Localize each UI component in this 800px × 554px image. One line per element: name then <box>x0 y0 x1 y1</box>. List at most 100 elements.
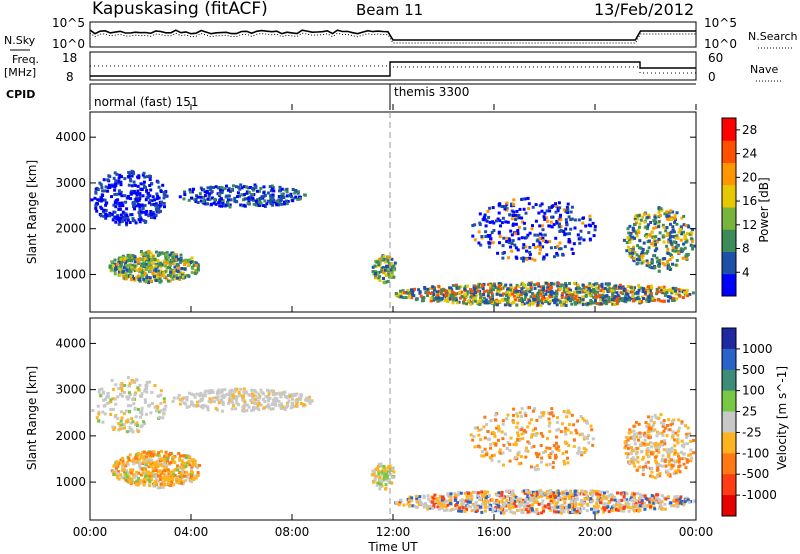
power-cell <box>119 180 123 184</box>
velocity-cell <box>291 397 294 401</box>
power-cell <box>628 224 632 228</box>
power-cell <box>593 228 597 232</box>
power-cell <box>117 266 121 269</box>
power-cell <box>114 199 118 202</box>
velocity-cell <box>680 422 684 425</box>
power-cell <box>166 265 170 269</box>
power-cell <box>156 272 160 276</box>
power-cell <box>390 257 394 261</box>
power-cell <box>448 289 452 293</box>
power-cell <box>633 222 636 226</box>
power-cell <box>605 288 609 292</box>
power-cell <box>665 214 669 218</box>
velocity-cell <box>653 413 657 417</box>
power-cell <box>652 226 656 230</box>
velocity-cell <box>500 508 504 512</box>
velocity-cell <box>572 445 576 448</box>
power-cell <box>613 296 617 300</box>
freq-label: Freq. <box>12 53 39 66</box>
velocity-cell <box>175 480 179 484</box>
power-cell <box>646 261 650 265</box>
power-cell <box>292 196 296 200</box>
velocity-cell <box>175 468 179 472</box>
power-cell <box>489 286 493 290</box>
velocity-cell <box>553 456 557 460</box>
power-cell <box>682 223 686 227</box>
velocity-cell <box>289 406 293 410</box>
power-cell <box>227 187 231 191</box>
velocity-cell <box>163 469 167 473</box>
velocity-cell <box>456 501 460 505</box>
velocity-cell <box>407 498 411 502</box>
power-cell <box>530 257 534 261</box>
power-cell <box>122 274 126 278</box>
power-cell <box>626 245 630 249</box>
power-cell <box>540 298 544 302</box>
power-cell <box>558 301 562 305</box>
velocity-cell <box>467 491 471 495</box>
velocity-cell <box>178 402 182 406</box>
velocity-cell <box>558 495 562 499</box>
power-cell <box>235 185 238 189</box>
power-cell <box>516 248 520 252</box>
velocity-cell <box>595 507 599 511</box>
power-cell <box>210 202 214 206</box>
velocity-cell <box>435 497 439 500</box>
velocity-cell <box>242 387 246 391</box>
velocity-cell <box>572 508 576 512</box>
power-cell <box>658 214 662 217</box>
power-cell <box>684 235 687 239</box>
velocity-cell <box>612 504 616 508</box>
power-cell <box>165 251 169 255</box>
velocity-cell <box>132 397 135 401</box>
velocity-cell <box>530 418 534 422</box>
power-cell <box>151 195 155 199</box>
power-cell <box>627 295 631 299</box>
velocity-cell <box>185 405 189 409</box>
velocity-cell <box>301 403 305 406</box>
velocity-cell <box>201 404 205 408</box>
power-cell <box>529 285 533 289</box>
velocity-cell <box>496 438 500 442</box>
velocity-cell <box>114 469 118 473</box>
power-cell <box>162 259 166 263</box>
power-cell <box>640 261 644 265</box>
velocity-cell <box>469 494 473 498</box>
power-cell <box>144 212 148 216</box>
velocity-cell <box>598 493 602 497</box>
power-cell <box>138 197 142 200</box>
power-cell <box>633 216 637 220</box>
velocity-cell <box>190 403 194 406</box>
power-cell <box>227 194 231 198</box>
velocity-cell <box>441 501 445 505</box>
velocity-cell <box>261 397 265 401</box>
power-cell <box>659 207 663 211</box>
velocity-cell <box>187 460 191 463</box>
power-cell <box>524 245 528 249</box>
power-cell <box>652 254 656 258</box>
velocity-cell <box>535 453 539 457</box>
power-cell <box>261 196 265 200</box>
velocity-cell <box>106 392 110 395</box>
power-cell <box>555 221 559 225</box>
velocity-cell <box>418 495 422 499</box>
velocity-cell <box>595 499 599 503</box>
power-cell <box>497 211 501 215</box>
power-cell <box>398 289 402 293</box>
velocity-cell <box>522 489 526 493</box>
power-cell <box>455 286 459 290</box>
velocity-cell <box>123 384 127 387</box>
velocity-cell <box>597 490 601 494</box>
power-cell <box>668 266 671 269</box>
velocity-cell <box>465 496 469 499</box>
power-cell <box>563 286 567 290</box>
power-cell <box>614 286 618 290</box>
power-cell <box>691 228 695 232</box>
power-cell <box>657 225 661 229</box>
power-cell <box>690 244 694 248</box>
power-cell <box>583 289 587 293</box>
power-cell <box>217 201 221 205</box>
velocity-cell <box>607 494 611 498</box>
velocity-cell <box>129 421 133 425</box>
power-cell <box>663 293 667 297</box>
